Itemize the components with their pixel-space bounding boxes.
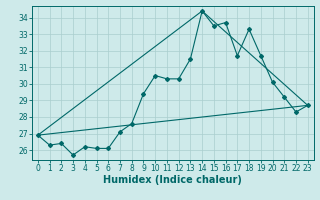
X-axis label: Humidex (Indice chaleur): Humidex (Indice chaleur): [103, 175, 242, 185]
